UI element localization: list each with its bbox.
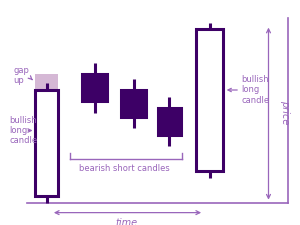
Text: bearish short candles: bearish short candles: [79, 164, 170, 173]
Text: price: price: [280, 100, 290, 125]
Bar: [82, 74, 107, 101]
Bar: [158, 108, 181, 135]
Text: gap
up: gap up: [14, 66, 29, 85]
Text: time: time: [115, 218, 137, 225]
Bar: [35, 90, 58, 196]
Bar: [196, 29, 224, 171]
Bar: [35, 74, 58, 90]
Text: bullish
long
candle: bullish long candle: [242, 75, 270, 105]
Bar: [121, 90, 146, 117]
Text: bullish
long
candle: bullish long candle: [9, 116, 37, 145]
